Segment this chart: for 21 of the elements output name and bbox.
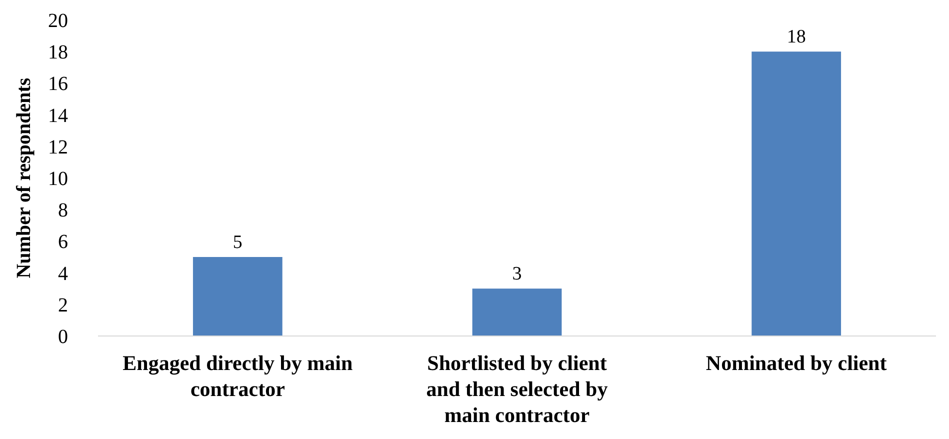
y-tick-label: 6 (58, 231, 68, 254)
data-label: 3 (512, 264, 522, 285)
y-tick-label: 20 (48, 10, 68, 32)
y-tick-label: 16 (48, 73, 68, 96)
y-tick-label: 14 (48, 104, 68, 127)
y-tick-label: 0 (58, 326, 68, 348)
y-tick-label: 12 (48, 136, 68, 158)
x-tick-label: Shortlisted by client and then selected by main contractor (426, 351, 608, 427)
bar (192, 257, 282, 336)
y-tick-label: 10 (48, 168, 68, 190)
bar (752, 52, 842, 336)
x-tick-label: Nominated by client (706, 351, 887, 375)
y-axis-title: Number of respondents (13, 78, 35, 278)
y-tick-label: 8 (58, 200, 68, 222)
bar (472, 288, 562, 336)
y-tick-label: 18 (48, 42, 68, 64)
y-tick-label: 2 (58, 294, 68, 316)
data-label: 18 (786, 26, 806, 48)
x-tick-label: Engaged directly by main contractor (122, 351, 354, 401)
data-label: 5 (232, 232, 242, 253)
y-tick-label: 4 (58, 262, 68, 285)
